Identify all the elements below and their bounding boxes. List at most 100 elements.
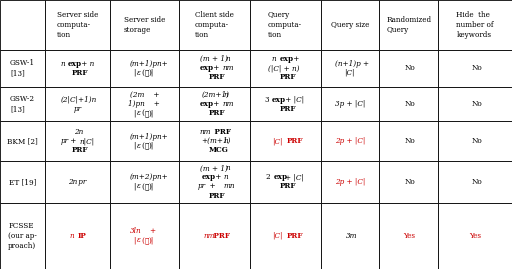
Text: 3: 3 [265,95,271,104]
Text: exp: exp [274,174,288,182]
Text: (2m    +: (2m + [130,91,159,99]
Bar [321,50,379,87]
Text: No: No [405,137,416,145]
Text: No: No [472,178,482,186]
Bar [179,50,250,87]
Text: +: + [212,174,223,182]
Text: |: | [133,109,136,117]
Bar [45,0,110,50]
Text: n|C|: n|C| [79,137,95,145]
Bar [45,50,110,87]
Text: +: + [211,100,221,108]
Bar [0,203,45,269]
Text: |C|: |C| [272,137,283,145]
Bar [110,121,179,161]
Text: PRF: PRF [209,192,225,200]
Text: |: | [133,142,136,150]
Text: Client side
computa-
tion: Client side computa- tion [195,11,234,39]
Text: nm: nm [200,128,211,136]
Text: +: + [141,227,156,235]
Text: + |C|: + |C| [283,95,305,104]
Bar [250,203,321,269]
Text: (: ( [141,109,144,117]
Text: nm: nm [203,232,215,240]
Text: ET [19]: ET [19] [9,178,36,186]
Bar [438,50,512,87]
Text: n: n [272,55,279,63]
Text: (: ( [141,236,144,245]
Text: Server side
computa-
tion: Server side computa- tion [57,11,98,39]
Text: (2m+1): (2m+1) [201,91,229,99]
Bar [110,203,179,269]
Text: Server side
storage: Server side storage [124,16,165,34]
Text: 𝒟: 𝒟 [145,69,149,77]
Bar [179,0,250,50]
Bar [321,0,379,50]
Text: ε: ε [137,69,141,77]
Text: exp: exp [200,100,214,108]
Text: Query size: Query size [331,21,369,29]
Text: exp: exp [280,55,294,63]
Text: Query
computa-
tion: Query computa- tion [268,11,302,39]
Text: No: No [472,100,482,108]
Bar [250,0,321,50]
Bar [438,203,512,269]
Text: 3m: 3m [346,232,358,240]
Bar [379,50,438,87]
Text: (m + 1): (m + 1) [200,164,227,172]
Text: 3p + |C|: 3p + |C| [335,100,365,108]
Text: (m+1)pn+: (m+1)pn+ [130,60,168,68]
Bar [110,87,179,121]
Text: exp: exp [272,95,286,104]
Text: ε: ε [137,109,141,117]
Text: |C|: |C| [272,232,283,240]
Text: nm: nm [222,64,233,72]
Text: PRF: PRF [280,182,296,190]
Bar [179,121,250,161]
Bar [179,87,250,121]
Bar [438,161,512,203]
Text: Hide  the
number of
keywords: Hide the number of keywords [456,11,494,39]
Bar [179,203,250,269]
Bar [45,121,110,161]
Text: PRF: PRF [287,232,304,240]
Text: (m + 1): (m + 1) [200,55,227,63]
Text: No: No [405,64,416,72]
Text: PCSSE
(our ap-
proach): PCSSE (our ap- proach) [8,222,37,250]
Text: 2: 2 [266,174,273,182]
Text: IP: IP [78,232,87,240]
Text: 2p + |C|: 2p + |C| [335,178,365,186]
Text: PRF: PRF [72,69,89,77]
Text: |: | [133,69,136,77]
Text: pr: pr [74,105,82,113]
Text: ε: ε [137,236,141,245]
Text: |: | [133,236,136,245]
Text: GSW-1
[13]: GSW-1 [13] [10,59,35,77]
Text: 3ln: 3ln [130,227,141,235]
Bar [0,161,45,203]
Bar [321,121,379,161]
Text: PRF: PRF [211,232,230,240]
Bar [110,161,179,203]
Text: ε: ε [137,182,141,190]
Text: 𝒟: 𝒟 [145,182,149,190]
Bar [438,0,512,50]
Text: +(m+1): +(m+1) [201,137,231,145]
Text: n: n [60,60,68,68]
Text: |: | [133,182,136,190]
Bar [321,161,379,203]
Text: Randomized
Query: Randomized Query [386,16,432,34]
Text: PRF: PRF [72,146,89,154]
Text: No: No [405,100,416,108]
Text: No: No [405,178,416,186]
Text: GSW-2
[13]: GSW-2 [13] [10,95,35,113]
Text: 𝒟: 𝒟 [145,142,149,150]
Text: (: ( [141,182,144,190]
Bar [179,161,250,203]
Text: n: n [224,137,228,145]
Text: PRF: PRF [207,128,231,136]
Text: + n: + n [79,60,95,68]
Text: (n+1)p +: (n+1)p + [335,60,369,68]
Text: MCG: MCG [209,146,229,154]
Text: +: + [68,137,79,145]
